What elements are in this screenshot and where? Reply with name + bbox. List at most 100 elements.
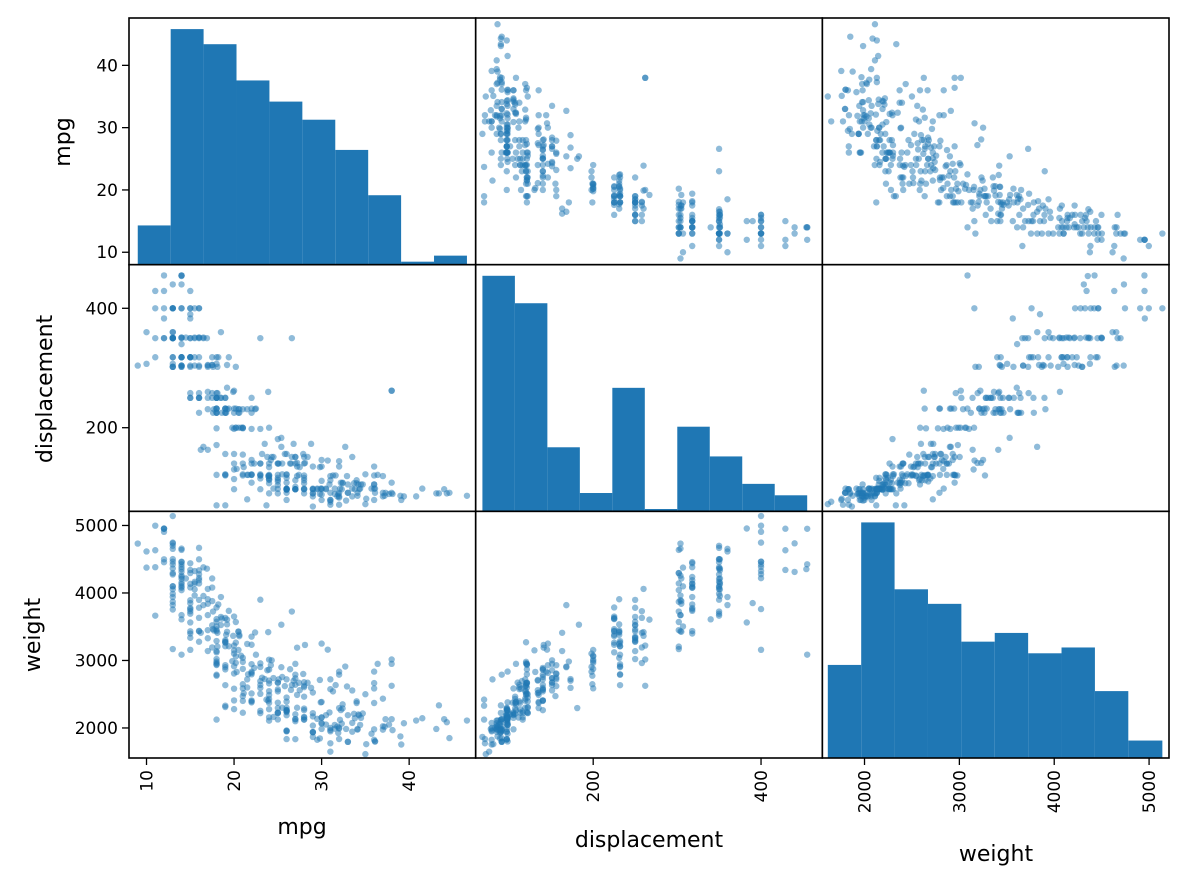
scatter-point	[896, 463, 903, 470]
scatter-point	[950, 174, 958, 181]
scatter-point	[134, 362, 141, 369]
scatter-point	[757, 522, 765, 529]
scatter-point	[316, 735, 324, 742]
scatter-point	[638, 217, 646, 225]
scatter-point	[265, 705, 273, 713]
scatter-point	[845, 149, 853, 156]
scatter-point	[558, 629, 566, 636]
scatter-point	[187, 394, 194, 402]
scatter-point	[925, 136, 933, 144]
scatter-point	[882, 130, 889, 138]
scatter-point	[981, 192, 989, 200]
scatter-point	[274, 699, 282, 706]
scatter-point	[889, 111, 896, 119]
scatter-point	[1025, 217, 1032, 225]
scatter-point	[362, 471, 369, 478]
scatter-point	[498, 671, 505, 678]
scatter-point	[370, 485, 378, 492]
frames-layer	[128, 17, 1170, 759]
scatter-point	[1077, 305, 1084, 312]
scatter-point	[257, 690, 264, 698]
scatter-point	[243, 676, 251, 683]
scatter-point	[631, 196, 639, 203]
scatter-point	[724, 230, 731, 237]
scatter-point	[353, 699, 360, 707]
scatter-point	[248, 479, 255, 486]
hist-bar	[774, 495, 808, 512]
scatter-point	[979, 124, 987, 131]
scatter-point	[677, 540, 684, 547]
hist-bar	[579, 493, 613, 512]
scatter-point	[610, 641, 618, 648]
scatter-point	[200, 592, 207, 600]
scatter-point	[757, 224, 765, 231]
scatter-point	[994, 354, 1001, 361]
scatter-point	[553, 166, 560, 174]
scatter-point	[522, 704, 529, 711]
scatter-point	[838, 92, 845, 100]
scatter-point	[327, 676, 334, 683]
scatter-point	[487, 107, 495, 114]
scatter-point	[988, 217, 995, 225]
scatter-point	[487, 725, 495, 733]
scatter-point	[522, 87, 530, 94]
scatter-point	[616, 671, 624, 678]
scatter-point	[250, 460, 258, 467]
scatter-point	[187, 597, 194, 604]
ticks-layer: 10 20 30 40 200 400 2000 3000 4000 5000 10 20 30 40 20…	[75, 56, 1160, 813]
scatter-point	[940, 465, 947, 473]
scatter-point	[213, 441, 220, 449]
scatter-point	[838, 67, 845, 75]
scatter-point	[191, 578, 198, 586]
scatter-point	[871, 21, 879, 28]
scatter-point	[1073, 354, 1080, 361]
hist-bar	[677, 426, 710, 512]
scatter-point	[314, 715, 321, 723]
scatter-point	[301, 459, 309, 467]
scatter-point	[922, 143, 929, 150]
scatter-point	[936, 405, 944, 412]
scatter-point	[191, 586, 198, 593]
scatter-point	[1145, 242, 1152, 250]
scatter-point	[678, 628, 685, 635]
scatter-point	[152, 305, 159, 312]
scatter-point	[519, 709, 526, 717]
scatter-point	[187, 363, 194, 371]
scatter-point	[169, 305, 176, 312]
scatter-point	[846, 125, 854, 133]
scatter-point	[610, 604, 618, 611]
scatter-point	[349, 493, 356, 500]
x-tick-label: 4000	[1045, 770, 1065, 813]
scatter-point	[951, 453, 958, 461]
scatter-point	[616, 651, 624, 658]
scatter-point	[318, 496, 325, 504]
scatter-point	[504, 158, 511, 166]
scatter-point	[498, 86, 505, 93]
scatter-point	[209, 409, 217, 416]
scatter-point	[548, 102, 556, 110]
scatter-point	[214, 363, 221, 371]
scatter-point	[1111, 242, 1118, 250]
y-tick-label: 4000	[75, 584, 118, 604]
scatter-point	[535, 130, 542, 138]
scatter-point	[888, 480, 896, 487]
scatter-point	[1010, 199, 1018, 206]
scatter-point	[488, 87, 495, 94]
scatter-point	[169, 558, 176, 565]
scatter-point	[480, 199, 488, 206]
scatter-point	[957, 74, 964, 82]
scatter-point	[265, 666, 273, 673]
scatter-point	[283, 735, 290, 743]
scatter-point	[283, 706, 290, 714]
scatter-point	[574, 155, 581, 162]
scatter-point	[757, 567, 765, 575]
scatter-point	[332, 472, 339, 479]
scatter-point	[553, 192, 560, 200]
scatter-point	[275, 676, 282, 683]
panel-weight-vs-displacement	[479, 512, 811, 758]
scatter-point	[1029, 217, 1037, 225]
scatter-point	[589, 665, 597, 673]
scatter-point	[689, 593, 696, 601]
scatter-point	[265, 472, 272, 480]
scatter-point	[488, 118, 495, 125]
